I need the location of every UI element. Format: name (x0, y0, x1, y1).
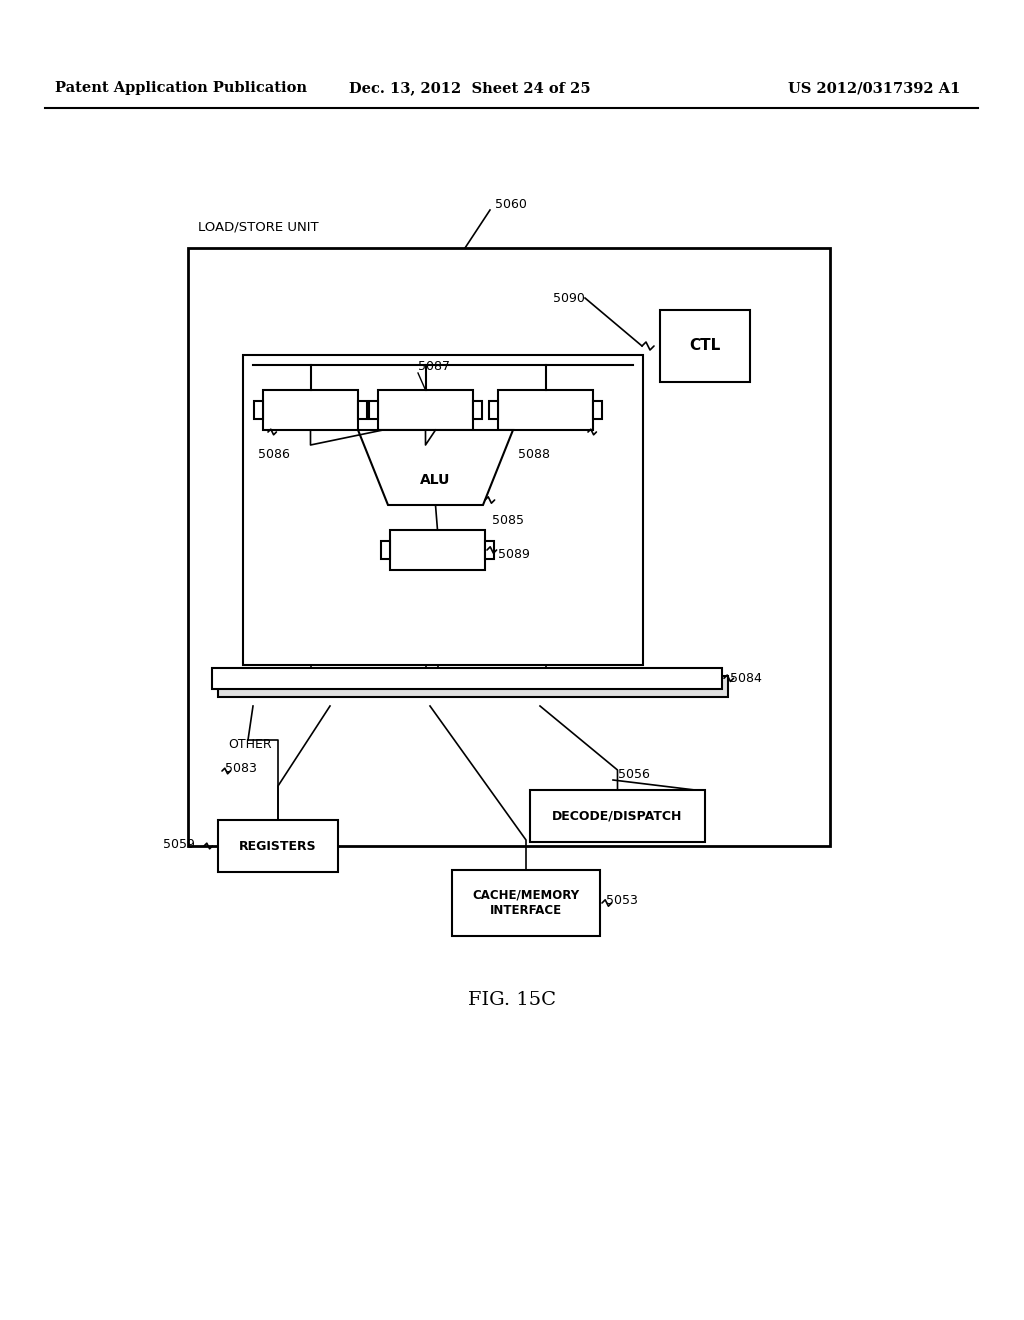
Text: 5083: 5083 (225, 762, 257, 775)
Bar (473, 401, 482, 418)
Text: Dec. 13, 2012  Sheet 24 of 25: Dec. 13, 2012 Sheet 24 of 25 (349, 81, 591, 95)
Text: US 2012/0317392 A1: US 2012/0317392 A1 (787, 81, 961, 95)
Bar (263, 389, 358, 430)
Text: 5059: 5059 (163, 837, 195, 850)
Text: FIG. 15C: FIG. 15C (468, 991, 556, 1008)
Bar (390, 531, 485, 570)
Bar (452, 870, 600, 936)
Bar (593, 401, 602, 418)
Text: 5089: 5089 (498, 549, 529, 561)
Text: 5056: 5056 (618, 768, 650, 781)
Text: 5060: 5060 (495, 198, 527, 211)
Bar (378, 389, 473, 430)
Text: 5084: 5084 (730, 672, 762, 685)
Text: DECODE/DISPATCH: DECODE/DISPATCH (552, 809, 683, 822)
Bar (485, 541, 494, 558)
Polygon shape (358, 430, 513, 506)
Text: 5087: 5087 (418, 360, 450, 374)
Text: OTHER: OTHER (228, 738, 271, 751)
Bar (381, 541, 390, 558)
Text: 5053: 5053 (606, 894, 638, 907)
Text: 5090: 5090 (553, 292, 585, 305)
Bar (188, 248, 830, 846)
Bar (218, 820, 338, 873)
Bar (254, 401, 263, 418)
Bar (498, 389, 593, 430)
Bar (369, 401, 378, 418)
Text: ALU: ALU (420, 473, 451, 487)
Text: 5085: 5085 (492, 513, 524, 527)
Text: 5086: 5086 (258, 447, 290, 461)
Text: CTL: CTL (689, 338, 721, 354)
Text: LOAD/STORE UNIT: LOAD/STORE UNIT (198, 220, 318, 234)
Bar (212, 668, 722, 689)
Bar (489, 401, 498, 418)
Bar (218, 676, 728, 697)
Bar (358, 401, 367, 418)
Text: Patent Application Publication: Patent Application Publication (55, 81, 307, 95)
Bar (660, 310, 750, 381)
Text: CACHE/MEMORY
INTERFACE: CACHE/MEMORY INTERFACE (472, 888, 580, 917)
Bar (530, 789, 705, 842)
Bar (243, 355, 643, 665)
Text: REGISTERS: REGISTERS (240, 840, 316, 853)
Text: 5088: 5088 (518, 447, 550, 461)
